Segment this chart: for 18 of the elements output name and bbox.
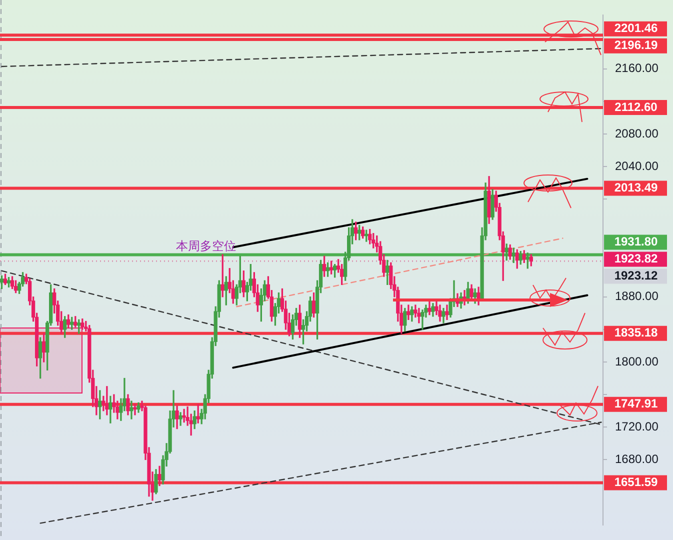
ref-line-label: 2201.46 — [614, 21, 658, 36]
ref-line-label: 1835.18 — [614, 326, 658, 340]
y-tick-label: 2080.00 — [615, 126, 659, 140]
ref-line-label: 1931.80 — [614, 234, 658, 249]
ref-line-label: 1651.59 — [614, 475, 658, 490]
ref-line-label: 1923.82 — [614, 252, 658, 266]
ref-line-label: 1747.91 — [614, 396, 658, 411]
ref-line-label: 2196.19 — [614, 38, 658, 52]
annotation: 本周多空位 — [176, 239, 236, 254]
y-tick-label: 1720.00 — [615, 419, 659, 434]
ref-line-label: 2112.60 — [614, 100, 658, 114]
y-tick-label: 2160.00 — [615, 61, 659, 76]
ref-line-label: 2013.49 — [614, 180, 658, 195]
y-tick-label: 2040.00 — [615, 158, 659, 173]
y-tick-label: 1880.00 — [615, 289, 659, 304]
ref-line-label: 1923.12 — [614, 268, 658, 283]
y-tick-label: 1800.00 — [615, 354, 659, 368]
y-tick-label: 1680.00 — [615, 452, 659, 466]
